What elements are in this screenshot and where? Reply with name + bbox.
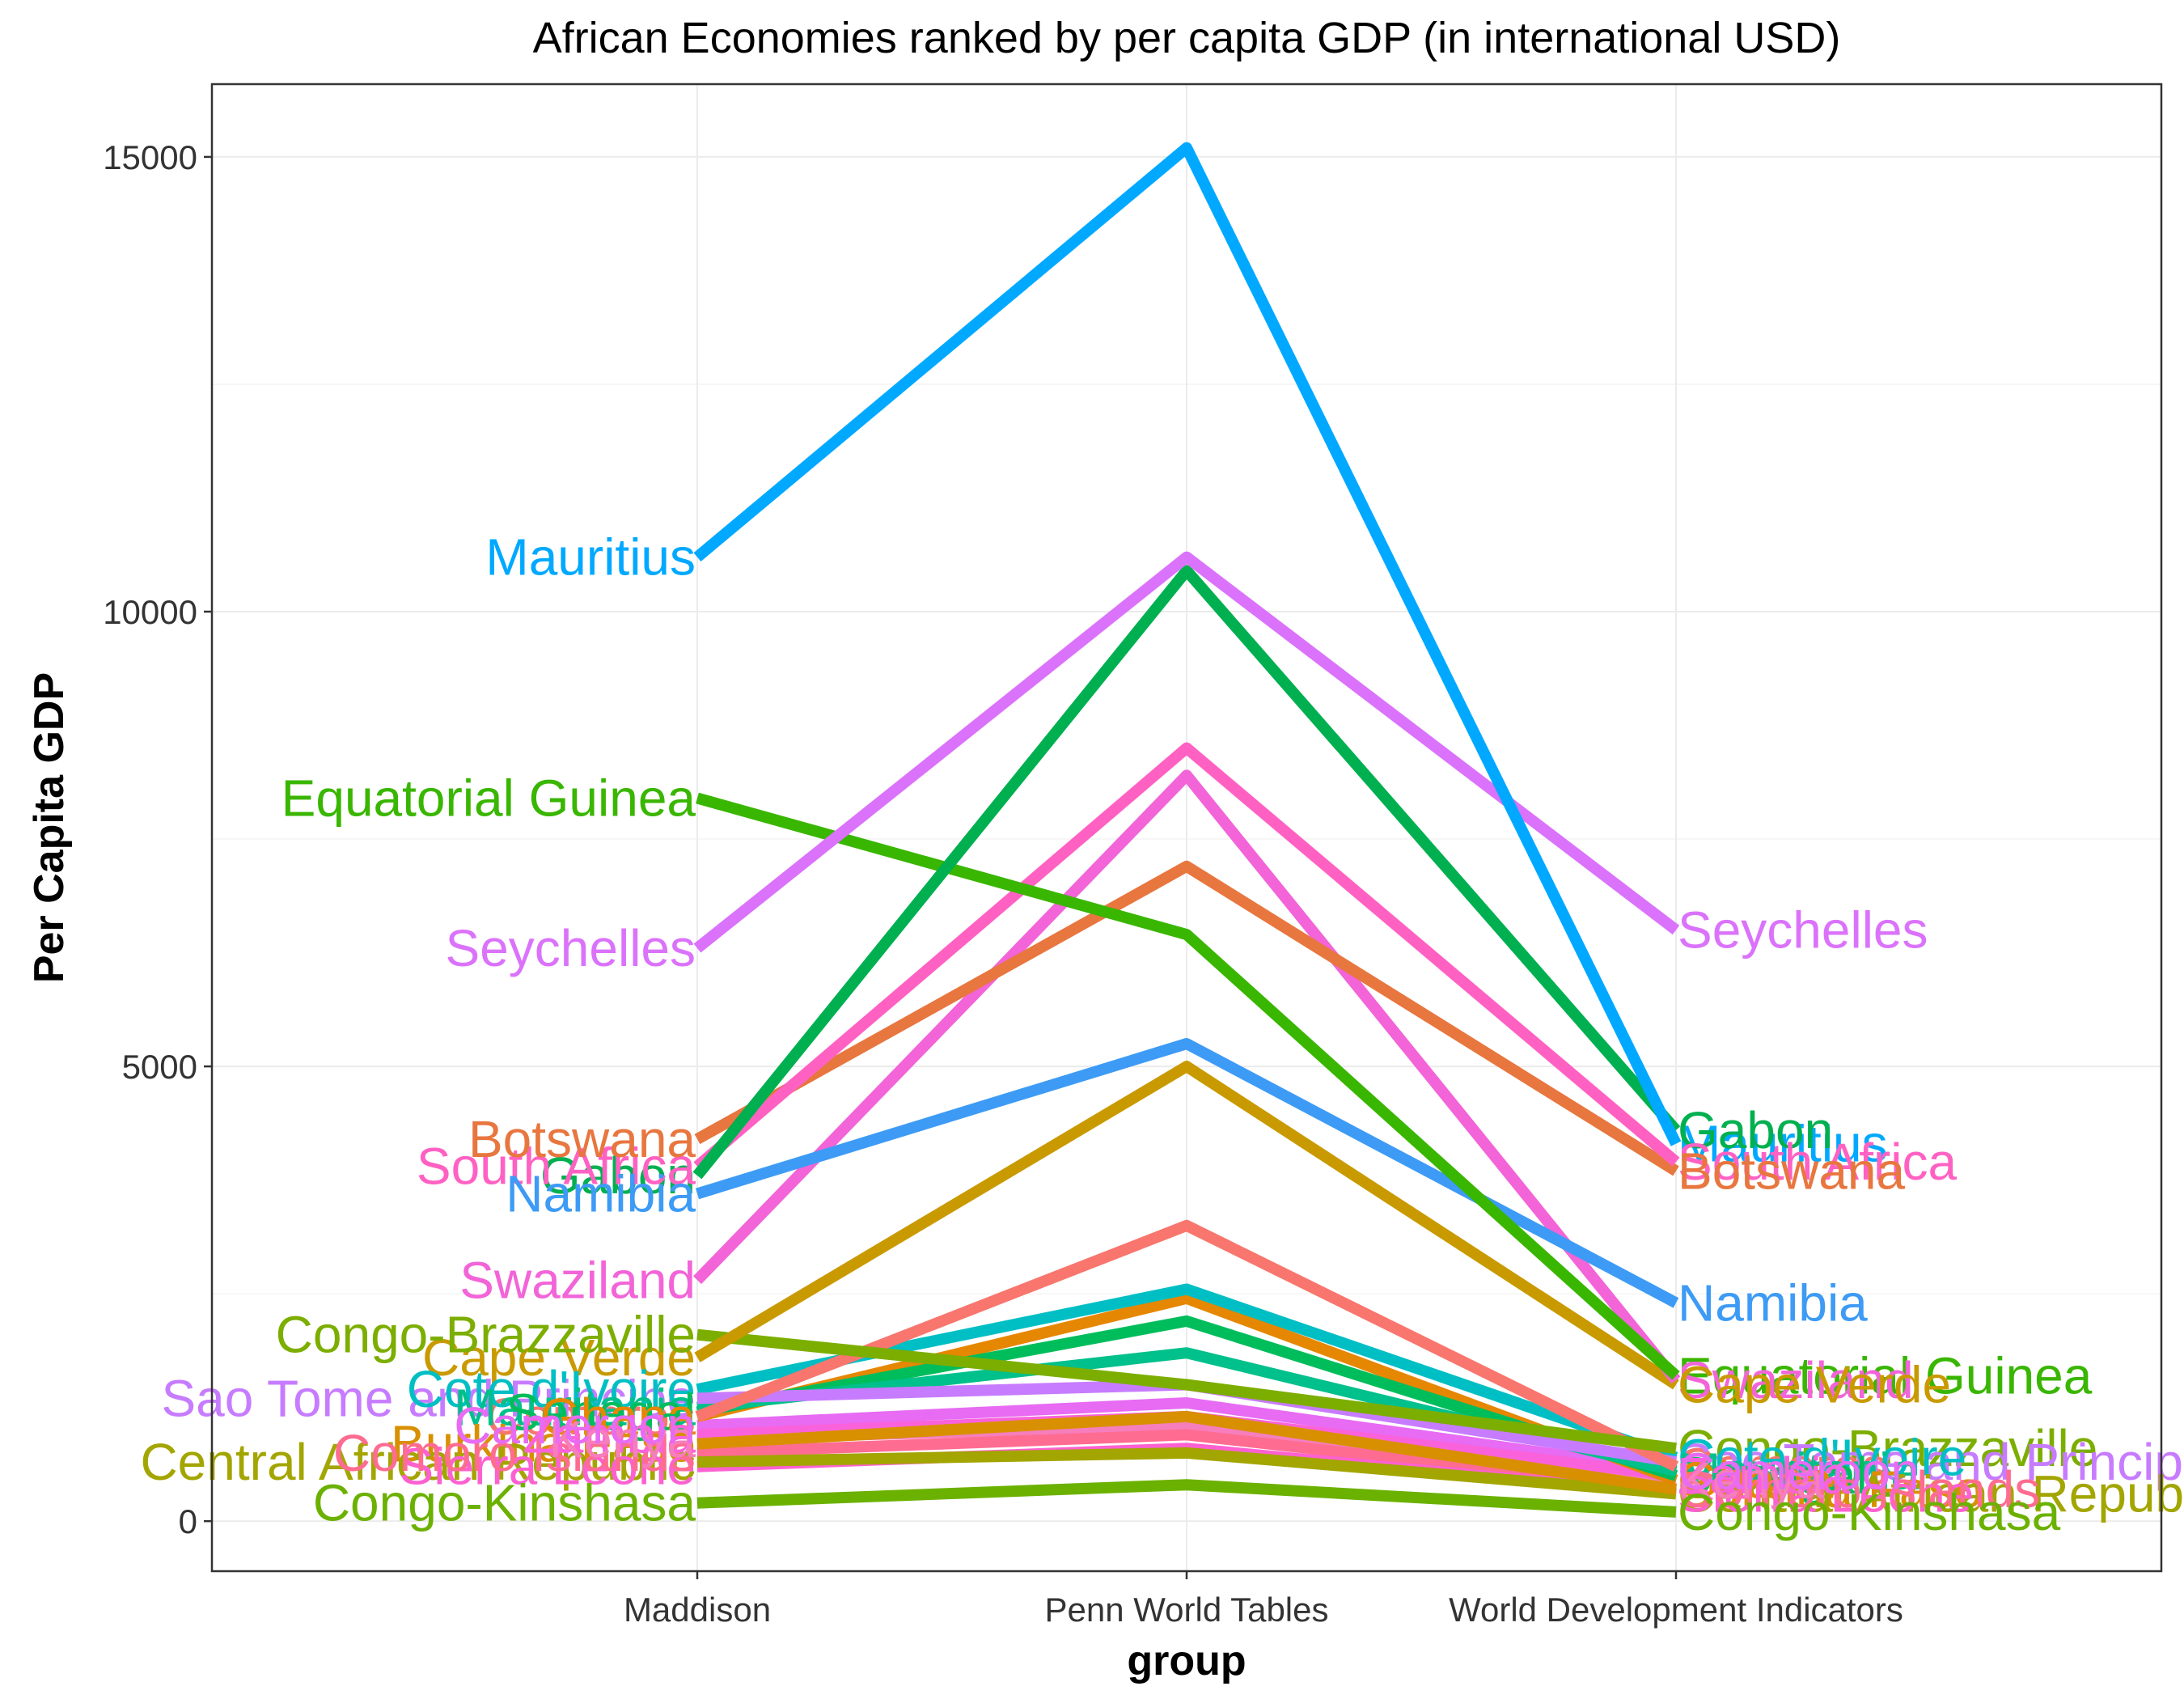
series-label-right: Comoros (1678, 1438, 1888, 1496)
series-label-left: Namibia (506, 1164, 696, 1222)
series-line (696, 1410, 1678, 1495)
series-label-left: Cape Verde (422, 1328, 696, 1387)
series-label-right: Congo-Brazzaville (1678, 1419, 2097, 1477)
series-line (695, 1038, 1679, 1308)
series-label-left: Ghana (540, 1388, 696, 1446)
series-label-right: Kenya (1678, 1451, 1825, 1510)
series-label-right: Seychelles (1678, 900, 1928, 959)
series-label-right: Cameroon (1678, 1442, 1919, 1500)
series-labels: Mauritius Mauritius Seychelles Seychelles Ga… (140, 528, 2184, 1541)
series-label-left: Burkina Faso (391, 1415, 696, 1473)
series-label-right: Zambia (1678, 1447, 1851, 1505)
series-label-left: Seychelles (446, 919, 696, 977)
series-line (694, 1061, 1679, 1390)
series-label-left: Comoro Islands (333, 1424, 696, 1482)
series-label-left: Mauritius (485, 528, 696, 587)
series-line (693, 742, 1680, 1172)
series-label-left: Congo-Brazzaville (276, 1306, 696, 1364)
chart-title: African Economies ranked by per capita G… (533, 14, 1841, 62)
series-line (696, 1479, 1677, 1518)
y-tick-label: 0 (179, 1502, 197, 1540)
series-line (696, 1429, 1677, 1495)
series-label-left: Central African Republic (140, 1433, 696, 1491)
series-line (694, 860, 1679, 1176)
y-tick-label: 15000 (103, 138, 197, 176)
series-label-left: Cameroon (454, 1396, 696, 1455)
series-label-right: Equatorial Guinea (1678, 1346, 2093, 1405)
series-label-right: Congo-Kinshasa (1678, 1483, 2061, 1541)
series-label-left: Comoros (485, 1388, 696, 1446)
series-label-left: Congo-Kinshasa (313, 1474, 696, 1532)
series-line (693, 142, 1682, 1146)
x-axis-title: group (1127, 1638, 1246, 1684)
series-label-left: Botswana (468, 1110, 696, 1168)
series-line (692, 565, 1681, 1180)
y-tick-label: 5000 (122, 1048, 197, 1086)
series-label-right: Cote d'Ivoire (1678, 1428, 1966, 1486)
series-label-right: Comoro Islands (1678, 1460, 2040, 1519)
series-label-left: Zambia (523, 1405, 696, 1464)
series-label-right: Botswana (1678, 1142, 1905, 1200)
series-line (696, 1328, 1677, 1455)
series-label-left: Senegal (506, 1383, 696, 1441)
series-label-right: Burkina Faso (1678, 1460, 1983, 1519)
series-line (696, 792, 1680, 1380)
series-label-right: Gabon (1678, 1101, 1833, 1159)
series-lines (692, 142, 1682, 1518)
series-label-left: Gabon (540, 1146, 696, 1205)
series-label-right: Cape Verde (1678, 1356, 1951, 1414)
series-label-left: South Africa (417, 1138, 696, 1196)
series-label-right: Mauritius (1678, 1115, 1888, 1173)
series-label-left: Equatorial Guinea (281, 769, 696, 827)
series-label-left: Kenya (549, 1410, 696, 1468)
series-label-right: Mauritania (1678, 1442, 1919, 1500)
series-label-left: Cote d'Ivoire (407, 1360, 696, 1418)
series-label-right: Central African Republic (1678, 1464, 2184, 1523)
series-label-right: South Africa (1678, 1133, 1958, 1191)
series-line (696, 1447, 1677, 1500)
series-line (696, 1397, 1677, 1477)
series-label-left: Sao Tome and Principe (161, 1369, 696, 1427)
series-label-right: Namibia (1678, 1273, 1868, 1332)
series-label-right: Senegal (1678, 1447, 1868, 1505)
series-label-right: Swaziland (1678, 1351, 1914, 1409)
series-label-left: Swaziland (459, 1251, 696, 1309)
series-label-right: Sao Tome and Principe (1678, 1433, 2184, 1491)
series-label-left: Mauritania (454, 1379, 696, 1437)
y-axis-title: Per Capita GDP (26, 672, 73, 983)
axis-layer: 0 5000 10000 15000 Maddison Penn World Tables… (103, 138, 1903, 1629)
x-tick-label: Penn World Tables (1045, 1591, 1329, 1629)
y-tick-label: 10000 (103, 593, 197, 631)
x-tick-label: World Development Indicators (1449, 1591, 1903, 1629)
series-line (692, 769, 1681, 1384)
series-label-right: Sierra Leone (1678, 1464, 1974, 1523)
series-label-right: Ghana (1678, 1451, 1834, 1510)
x-tick-label: Maddison (624, 1591, 771, 1629)
series-label-left: Sierra Leone (400, 1438, 696, 1496)
